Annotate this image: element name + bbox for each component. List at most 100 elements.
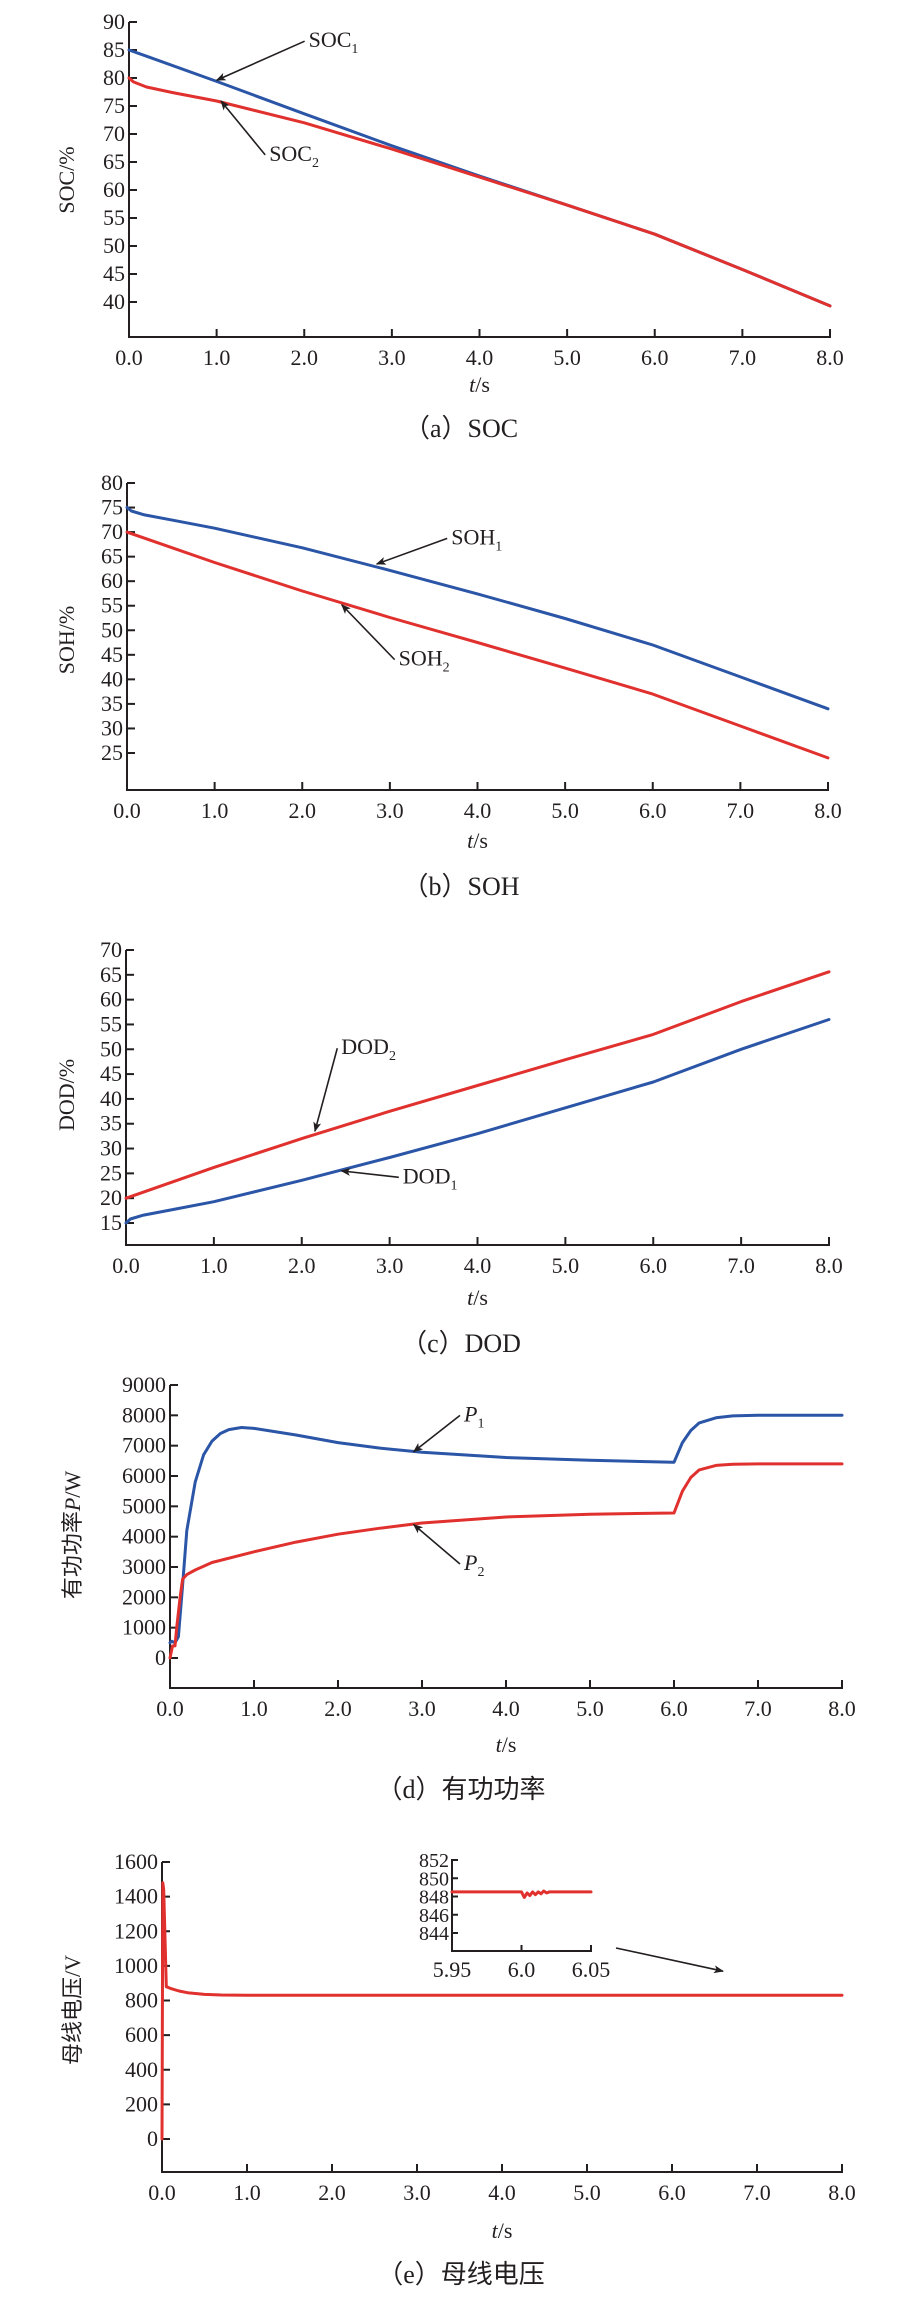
y-tick-label: 55 xyxy=(100,1011,122,1036)
annotation-arrow xyxy=(412,1414,461,1453)
x-axis-label-unit: /s xyxy=(502,1732,517,1757)
y-tick-label: 90 xyxy=(103,9,125,34)
annotation-text: P xyxy=(463,1550,477,1575)
x-tick-label: 2.0 xyxy=(288,1253,316,1278)
x-axis-label-unit: /s xyxy=(473,1285,488,1310)
x-tick-label: 6.0 xyxy=(640,1253,668,1278)
y-axis-label-unit: /W xyxy=(60,1471,85,1498)
x-tick-label: 7.0 xyxy=(744,1696,772,1721)
y-axis-label-var: P xyxy=(60,1498,85,1512)
y-tick-label: 0 xyxy=(155,1645,166,1670)
x-tick-label: 7.0 xyxy=(743,2180,771,2205)
inset-y-tick-label: 852 xyxy=(419,1850,449,1872)
y-tick-label: 40 xyxy=(103,289,125,314)
x-tick-label: 5.0 xyxy=(576,1696,604,1721)
inset-x-tick-label: 5.95 xyxy=(433,1957,472,1982)
annotation-text: DOD xyxy=(341,1034,389,1059)
y-tick-label: 0 xyxy=(147,2126,158,2151)
chart-caption: （e）母线电压 xyxy=(377,2260,545,2289)
axes-frame xyxy=(125,950,830,1246)
y-tick-label: 35 xyxy=(100,1111,122,1136)
annotation-label-dod2: DOD2 xyxy=(341,1034,396,1064)
x-tick-label: 2.0 xyxy=(289,798,317,823)
annotation-label-soc2: SOC2 xyxy=(269,141,319,171)
x-tick-label: 0.0 xyxy=(156,1696,184,1721)
y-tick-label: 45 xyxy=(100,1061,122,1086)
x-axis-label: t/s xyxy=(467,1285,488,1310)
y-tick-label: 1000 xyxy=(114,1953,158,1978)
y-tick-label: 70 xyxy=(101,519,123,544)
annotation-arrow xyxy=(313,1048,339,1133)
axes-frame xyxy=(161,1862,843,2173)
x-tick-label: 0.0 xyxy=(113,798,141,823)
x-tick-label: 3.0 xyxy=(376,798,404,823)
x-tick-label: 3.0 xyxy=(403,2180,431,2205)
y-tick-label: 65 xyxy=(103,149,125,174)
x-tick-label: 5.0 xyxy=(551,798,579,823)
y-tick-label: 3000 xyxy=(122,1554,166,1579)
x-tick-label: 4.0 xyxy=(464,798,492,823)
x-axis-label-var: t xyxy=(467,1285,474,1310)
chart-soc: （a）SOC 40 45 50 55 60 65 70 75 80 85 90 0.0 1.0 2.0 3.… xyxy=(54,9,844,443)
x-tick-label: 3.0 xyxy=(378,345,406,370)
x-tick-label: 5.0 xyxy=(552,1253,580,1278)
x-tick-label: 6.0 xyxy=(639,798,667,823)
y-tick-label: 9000 xyxy=(122,1372,166,1397)
y-axis-label: 母线电压/V xyxy=(60,1955,85,2065)
y-tick-label: 80 xyxy=(101,470,123,495)
y-tick-label: 35 xyxy=(101,691,123,716)
x-tick-label: 8.0 xyxy=(828,1696,856,1721)
x-tick-label: 1.0 xyxy=(233,2180,261,2205)
y-tick-label: 65 xyxy=(100,962,122,987)
annotation-subscript: 1 xyxy=(495,539,502,554)
y-tick-label: 40 xyxy=(101,666,123,691)
x-tick-label: 8.0 xyxy=(828,2180,856,2205)
annotation-arrow xyxy=(412,1523,461,1565)
x-axis-label-var: t xyxy=(496,1732,503,1757)
annotation-label-p1: P1 xyxy=(463,1401,484,1431)
y-axis-label: DOD/% xyxy=(54,1059,79,1131)
x-tick-label: 4.0 xyxy=(492,1696,520,1721)
inset-x-tick-label: 6.0 xyxy=(508,1957,536,1982)
series-line-dod2 xyxy=(124,970,831,1200)
y-axis-label: SOH/% xyxy=(54,606,79,674)
y-tick-label: 60 xyxy=(101,568,123,593)
y-tick-label: 1600 xyxy=(114,1849,158,1874)
annotation-arrow xyxy=(340,1167,399,1179)
y-tick-label: 65 xyxy=(101,544,123,569)
x-axis-label-unit: /s xyxy=(473,828,488,853)
x-axis-label-unit: /s xyxy=(475,372,490,397)
series-line-udc xyxy=(160,1881,844,2141)
y-tick-label: 1000 xyxy=(122,1615,166,1640)
y-tick-label: 4000 xyxy=(122,1524,166,1549)
axes-frame xyxy=(128,22,831,338)
y-tick-label: 85 xyxy=(103,37,125,62)
chart-caption: （b）SOH xyxy=(402,872,519,901)
y-tick-label: 60 xyxy=(103,177,125,202)
y-tick-label: 600 xyxy=(125,2022,158,2047)
x-tick-label: 0.0 xyxy=(112,1253,140,1278)
series-line-dod1 xyxy=(124,1018,831,1225)
x-tick-label: 7.0 xyxy=(729,345,757,370)
annotation-arrow xyxy=(375,537,448,565)
series-line-soh1 xyxy=(125,506,830,711)
y-axis-label: SOC/% xyxy=(54,146,79,213)
inset-y-tick-label: 850 xyxy=(419,1868,449,1890)
y-tick-label: 6000 xyxy=(122,1463,166,1488)
annotation-text: SOC xyxy=(269,141,312,166)
x-tick-label: 4.0 xyxy=(464,1253,492,1278)
chart-bus-voltage: （e）母线电压 0 200 400 600 800 1000 1200 1400 1600 0.0… xyxy=(60,1849,856,2289)
y-tick-label: 200 xyxy=(125,2091,158,2116)
annotation-text: SOH xyxy=(399,646,443,671)
annotation-subscript: 2 xyxy=(389,1049,396,1064)
y-tick-label: 60 xyxy=(100,987,122,1012)
chart-caption: （d）有功功率 xyxy=(376,1775,545,1804)
annotation-label-soc1: SOC1 xyxy=(309,27,359,57)
x-tick-label: 1.0 xyxy=(200,1253,228,1278)
annotation-subscript: 1 xyxy=(450,1178,457,1193)
x-tick-label: 3.0 xyxy=(408,1696,436,1721)
x-axis-label: t/s xyxy=(469,372,490,397)
